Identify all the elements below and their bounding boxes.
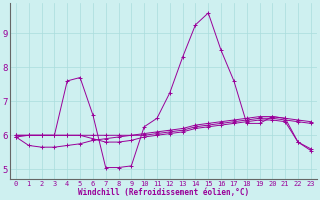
X-axis label: Windchill (Refroidissement éolien,°C): Windchill (Refroidissement éolien,°C)	[78, 188, 249, 197]
